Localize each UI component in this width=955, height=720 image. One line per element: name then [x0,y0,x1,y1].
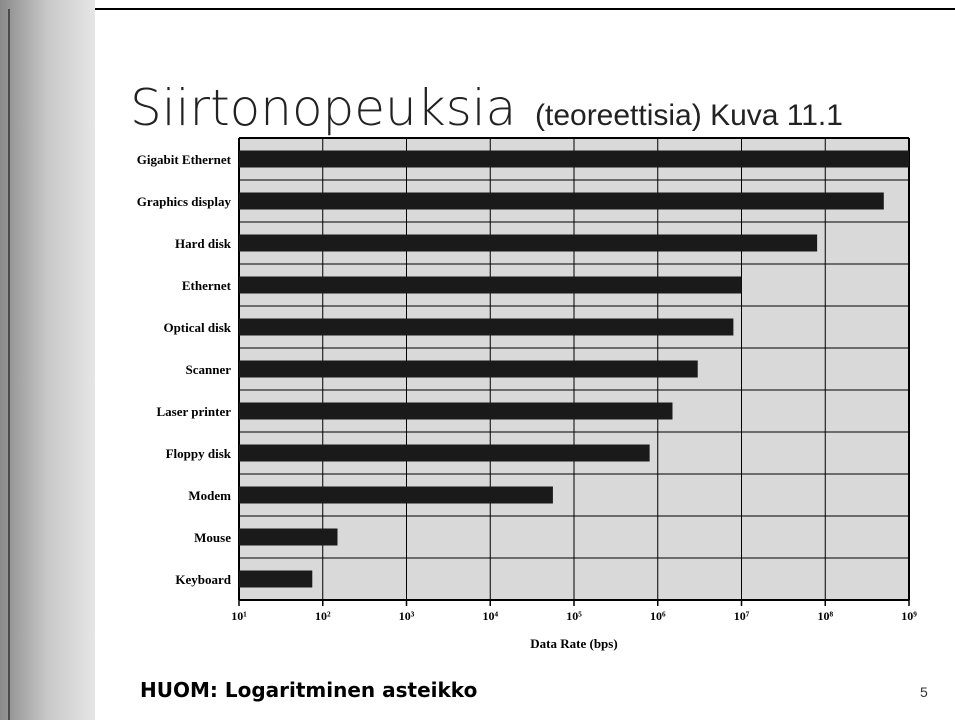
slide-subtitle: (teoreettisia) Kuva 11.1 [535,99,843,132]
x-tick-label: 10⁹ [901,609,917,623]
y-tick-label: Scanner [186,362,232,377]
bar [239,487,553,504]
bar [239,445,650,462]
x-axis-label: Data Rate (bps) [530,636,617,651]
x-tick-label: 10³ [399,609,415,623]
bar [239,151,909,168]
bar [239,403,672,420]
y-tick-label: Graphics display [137,194,232,209]
bar [239,277,742,294]
page-number: 5 [920,684,928,700]
y-tick-label: Optical disk [163,320,231,335]
x-tick-label: 10⁸ [817,609,833,623]
y-tick-label: Hard disk [175,236,232,251]
slide: Siirtonopeuksia (teoreettisia) Kuva 11.1… [0,0,955,720]
y-tick-label: Gigabit Ethernet [137,152,232,167]
y-tick-label: Ethernet [182,278,232,293]
x-tick-label: 10⁶ [650,609,666,623]
slide-note: HUOM: Logaritminen asteikko [140,678,477,702]
chart: 10¹ 10² 10³ 10⁴ 10⁵ 10⁶ 10⁷ 10⁸ 10⁹ Gigabit Ether… [137,138,917,651]
bar [239,235,817,252]
slide-title: Siirtonopeuksia [130,79,516,137]
bar [239,529,337,546]
y-tick-label: Keyboard [175,572,231,587]
y-tick-label: Mouse [194,530,231,545]
y-tick-label: Modem [188,488,231,503]
bar [239,361,698,378]
bar [239,571,312,588]
x-tick-label: 10⁵ [566,609,582,623]
bar [239,319,733,336]
y-tick-label: Floppy disk [166,446,232,461]
x-tick-label: 10¹ [231,609,247,623]
bar [239,193,884,210]
x-tick-label: 10² [315,609,331,623]
decorative-strip [0,0,95,720]
x-tick-label: 10⁷ [734,609,750,623]
y-tick-label: Laser printer [157,404,232,419]
x-tick-label: 10⁴ [482,609,498,623]
